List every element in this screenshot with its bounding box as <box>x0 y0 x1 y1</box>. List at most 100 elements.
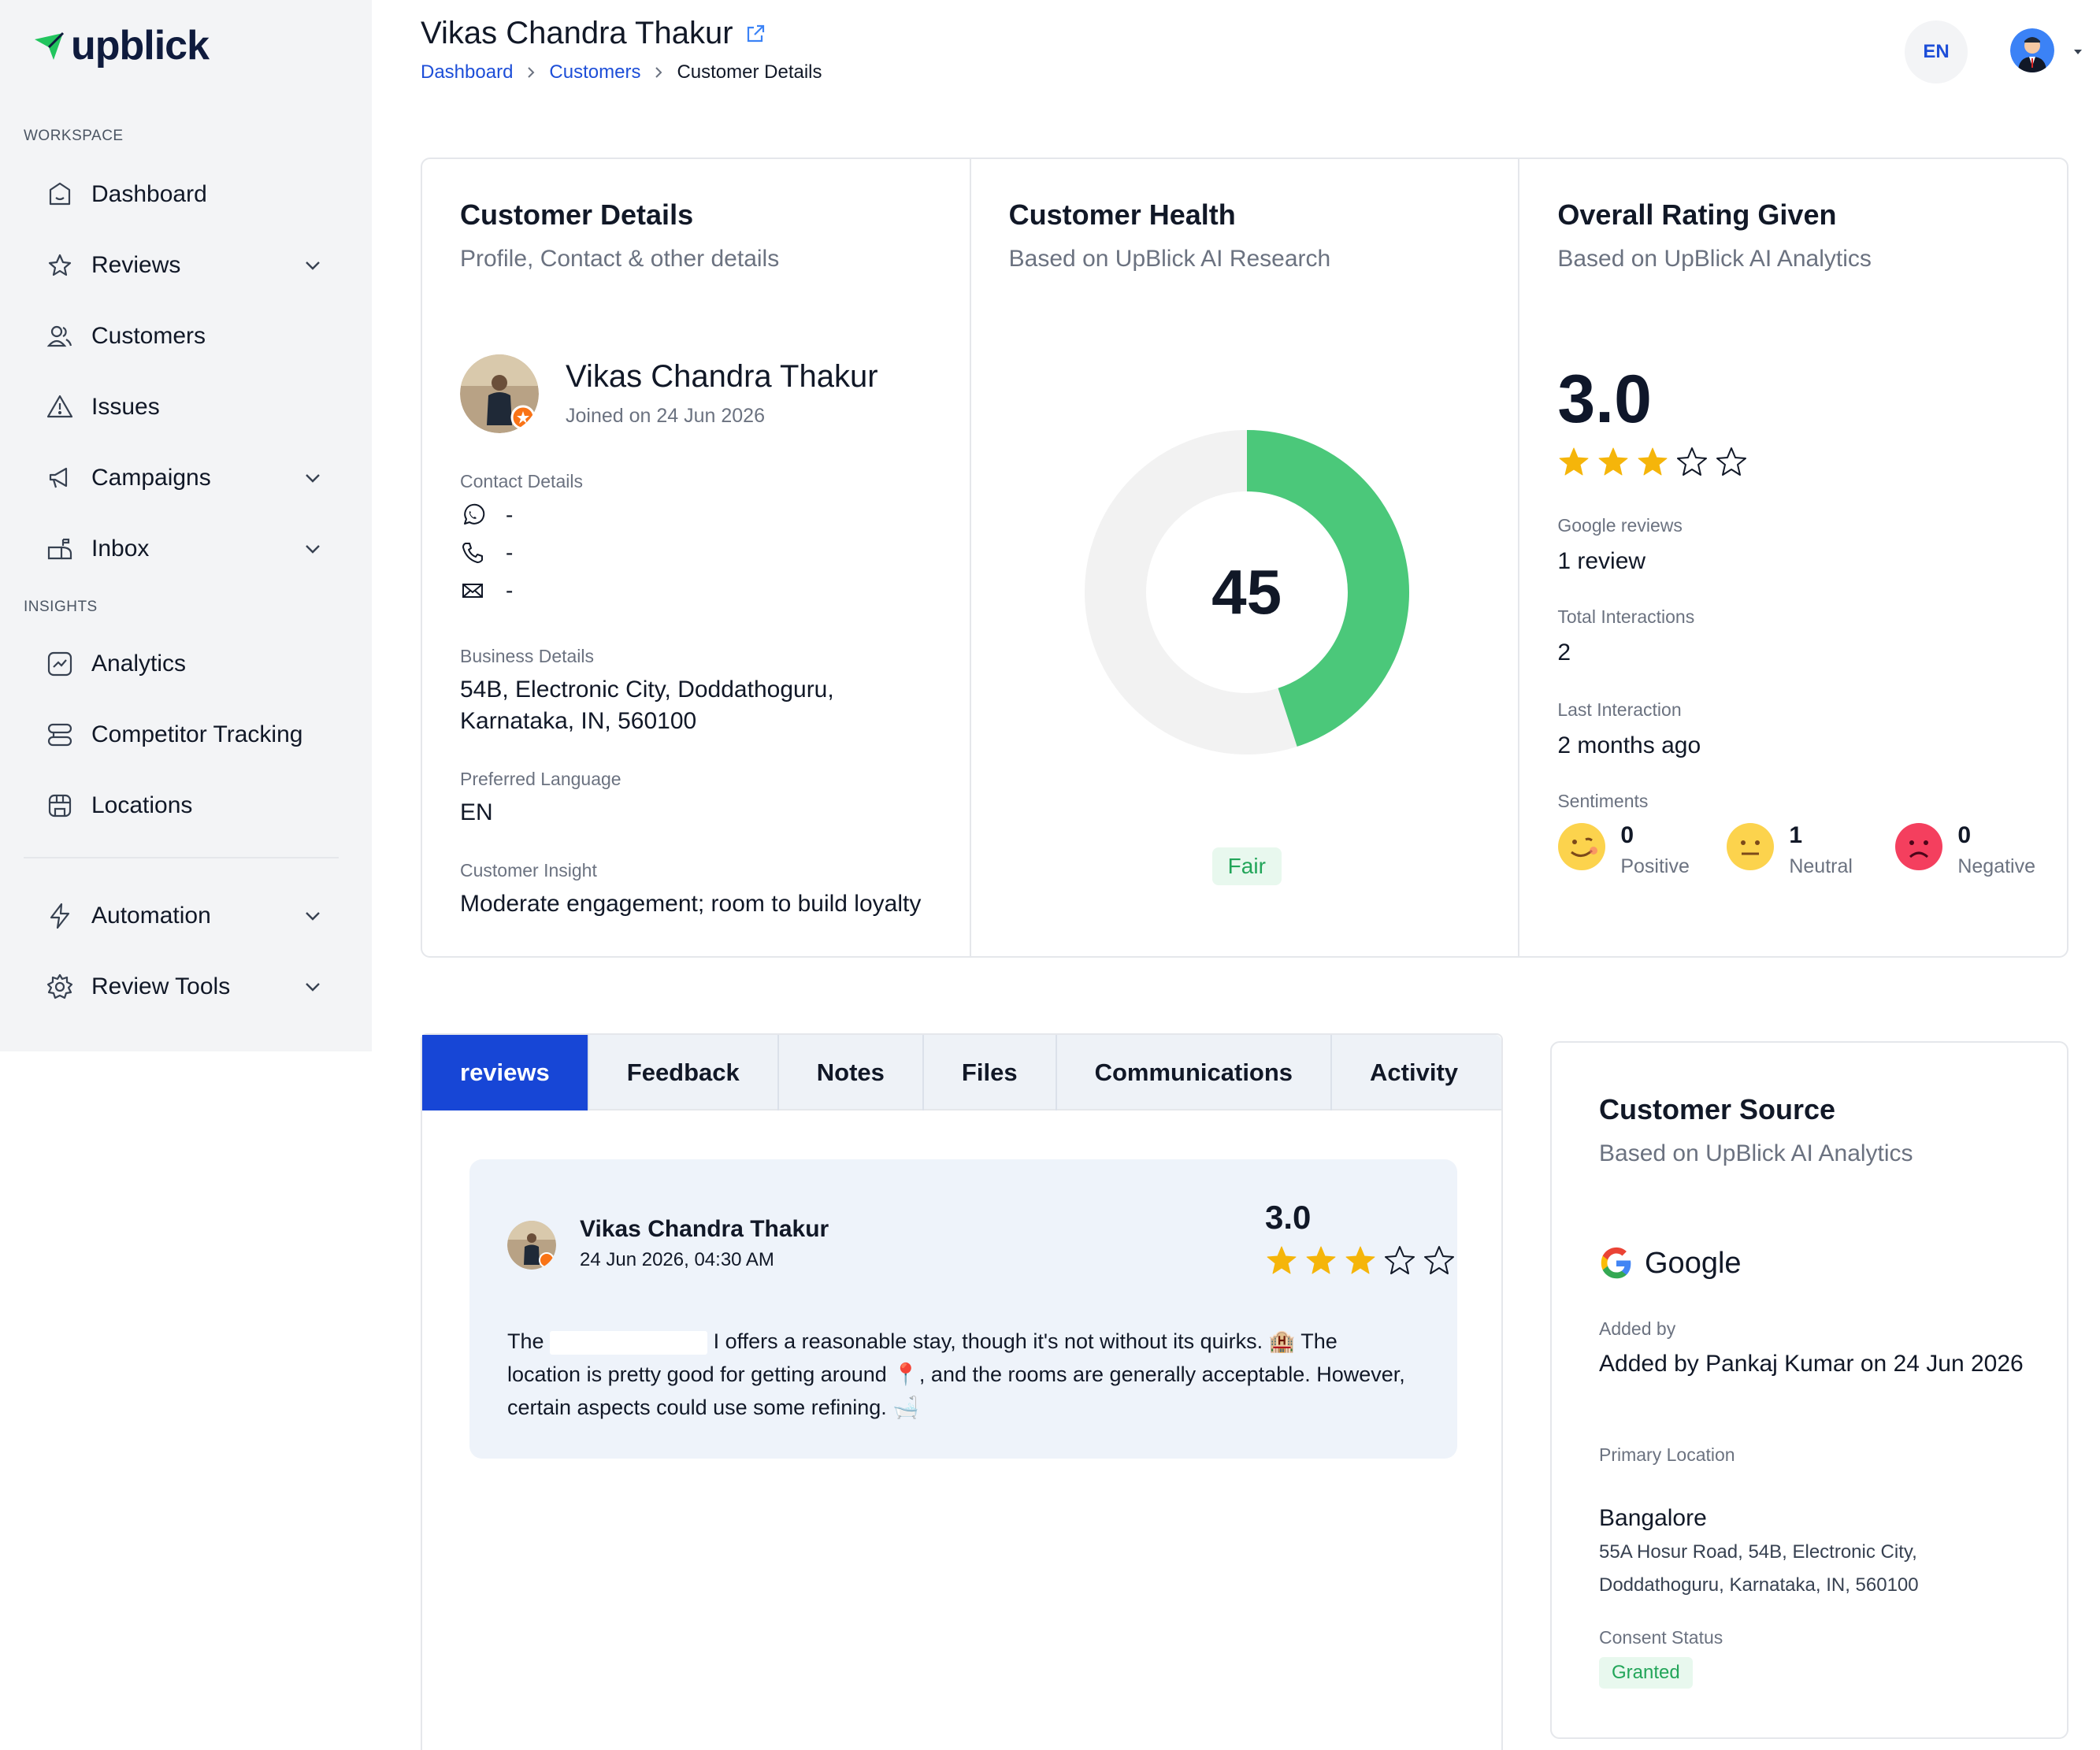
overall-rating-card: Overall Rating Given Based on UpBlick AI… <box>1519 159 2067 956</box>
email-value: - <box>506 578 514 602</box>
sentiment-negative: 0 Negative <box>1894 822 2035 878</box>
star-empty-icon <box>1424 1246 1454 1274</box>
sentiment-neutral: 1 Neutral <box>1726 822 1853 878</box>
tabs-bar: reviews Feedback Notes Files Communicati… <box>422 1035 1501 1110</box>
customer-insight-value: Moderate engagement; room to build loyal… <box>460 891 922 917</box>
customer-joined-date: Joined on 24 Jun 2026 <box>566 405 765 427</box>
sentiment-positive: 0 Positive <box>1557 822 1690 878</box>
sidebar-item-label: Locations <box>91 792 193 818</box>
donut-fill <box>1245 430 1409 747</box>
tab-notes[interactable]: Notes <box>779 1035 924 1110</box>
workspace-section-label: WORKSPACE <box>24 128 124 144</box>
caret-down-icon[interactable] <box>2070 44 2086 60</box>
page-title: Vikas Chandra Thakur <box>421 16 766 51</box>
locations-icon <box>46 792 74 820</box>
last-interaction-label: Last Interaction <box>1557 699 1682 720</box>
whatsapp-value: - <box>506 502 514 527</box>
sidebar-item-label: Reviews <box>91 252 181 278</box>
positive-count: 0 <box>1620 822 1634 848</box>
card-title: Customer Health <box>1008 198 1236 231</box>
star-filled-icon <box>1559 447 1589 476</box>
sidebar-item-competitor-tracking[interactable]: Competitor Tracking <box>24 707 339 762</box>
email-icon <box>462 584 483 598</box>
sentiments-label: Sentiments <box>1557 791 1649 811</box>
tab-files[interactable]: Files <box>924 1035 1057 1110</box>
sidebar-item-reviews[interactable]: Reviews <box>24 238 339 293</box>
breadcrumb-customers[interactable]: Customers <box>549 61 641 83</box>
star-filled-icon <box>1598 447 1628 476</box>
sidebar-item-inbox[interactable]: Inbox <box>24 521 339 577</box>
sidebar-item-label: Inbox <box>91 536 150 562</box>
last-interaction-value: 2 months ago <box>1557 732 1701 758</box>
neutral-label: Neutral <box>1789 855 1853 877</box>
primary-location-name: Bangalore <box>1599 1505 1707 1531</box>
phone-icon <box>462 543 483 563</box>
language-button[interactable]: EN <box>1905 20 1968 83</box>
sidebar-item-customers[interactable]: Customers <box>24 309 339 364</box>
tab-activity[interactable]: Activity <box>1370 1059 1459 1086</box>
sidebar-item-locations[interactable]: Locations <box>24 778 339 833</box>
chevron-down-icon[interactable] <box>302 906 323 926</box>
negative-count: 0 <box>1957 822 1972 848</box>
tab-communications[interactable]: Communications <box>1057 1035 1333 1110</box>
health-donut-chart <box>1084 430 1409 755</box>
breadcrumb-dashboard[interactable]: Dashboard <box>421 61 514 83</box>
tab-feedback[interactable]: Feedback <box>589 1035 779 1110</box>
brand-name: upblick <box>71 23 210 69</box>
sidebar-item-campaigns[interactable]: Campaigns <box>24 450 339 506</box>
user-avatar[interactable] <box>2010 28 2054 72</box>
sidebar-item-dashboard[interactable]: Dashboard <box>24 167 339 222</box>
review-text: The I offers a reasonable stay, though i… <box>507 1325 1413 1424</box>
sidebar-item-analytics[interactable]: Analytics <box>24 636 339 691</box>
star-empty-icon <box>1677 447 1708 476</box>
external-link-icon[interactable] <box>744 23 766 45</box>
primary-location-address: 55A Hosur Road, 54B, Electronic City, Do… <box>1599 1541 1919 1596</box>
total-interactions-value: 2 <box>1557 640 1571 666</box>
dashboard-icon <box>46 180 74 209</box>
negative-label: Negative <box>1957 855 2036 877</box>
card-title: Customer Details <box>460 198 694 231</box>
automation-icon <box>46 902 74 930</box>
chevron-down-icon[interactable] <box>302 255 323 276</box>
insights-section-label: INSIGHTS <box>24 599 98 615</box>
page-title-text: Vikas Chandra Thakur <box>421 16 733 50</box>
neutral-face-icon <box>1727 823 1775 870</box>
star-filled-icon <box>1345 1246 1375 1274</box>
sidebar-item-issues[interactable]: Issues <box>24 380 339 435</box>
review-date: 24 Jun 2026, 04:30 AM <box>580 1249 774 1270</box>
chevron-right-icon <box>655 67 662 78</box>
customer-insight-label: Customer Insight <box>460 860 597 881</box>
sidebar-item-automation[interactable]: Automation <box>24 888 339 944</box>
customer-source-card: Customer Source Based on UpBlick AI Anal… <box>1550 1041 2068 1739</box>
overall-rating-value: 3.0 <box>1557 361 1652 437</box>
card-subtitle: Based on UpBlick AI Research <box>1008 246 1331 272</box>
sidebar: upblick WORKSPACE Dashboard Reviews Cust… <box>0 0 372 1051</box>
sidebar-item-label: Customers <box>91 323 206 349</box>
breadcrumb: Dashboard Customers Customer Details <box>421 61 822 83</box>
chevron-down-icon[interactable] <box>302 468 323 488</box>
campaigns-icon <box>46 464 74 492</box>
preferred-language-value: EN <box>460 799 493 825</box>
tab-reviews[interactable]: reviews <box>422 1035 589 1110</box>
contact-details-label: Contact Details <box>460 471 583 491</box>
review-text-start: The <box>507 1329 544 1353</box>
customer-health-card: Customer Health Based on UpBlick AI Rese… <box>971 159 1520 956</box>
review-stars <box>1265 1244 1456 1277</box>
contact-phone: - <box>460 540 513 565</box>
brand-logo[interactable]: upblick <box>32 22 210 69</box>
chevron-right-icon <box>528 67 535 78</box>
total-interactions-label: Total Interactions <box>1557 606 1695 627</box>
google-reviews-label: Google reviews <box>1557 515 1683 536</box>
chevron-down-icon[interactable] <box>302 539 323 559</box>
issues-icon <box>46 393 74 421</box>
sidebar-item-review-tools[interactable]: Review Tools <box>24 959 339 1014</box>
star-filled-icon <box>1638 447 1668 476</box>
health-score: 45 <box>1211 557 1282 627</box>
contact-whatsapp: - <box>460 502 513 528</box>
review-card[interactable]: Vikas Chandra Thakur 24 Jun 2026, 04:30 … <box>469 1159 1457 1459</box>
source-google: Google <box>1599 1246 1742 1281</box>
business-details-label: Business Details <box>460 646 595 666</box>
redacted-text <box>550 1330 708 1355</box>
inbox-icon <box>46 535 74 563</box>
chevron-down-icon[interactable] <box>302 977 323 997</box>
